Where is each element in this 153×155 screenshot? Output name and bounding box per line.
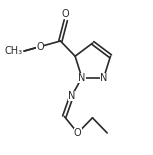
Text: O: O xyxy=(62,9,70,20)
Text: N: N xyxy=(68,91,75,101)
Text: N: N xyxy=(78,73,86,83)
Text: N: N xyxy=(100,73,107,83)
Text: O: O xyxy=(74,128,82,138)
Text: CH₃: CH₃ xyxy=(5,46,23,56)
Text: O: O xyxy=(36,42,44,52)
